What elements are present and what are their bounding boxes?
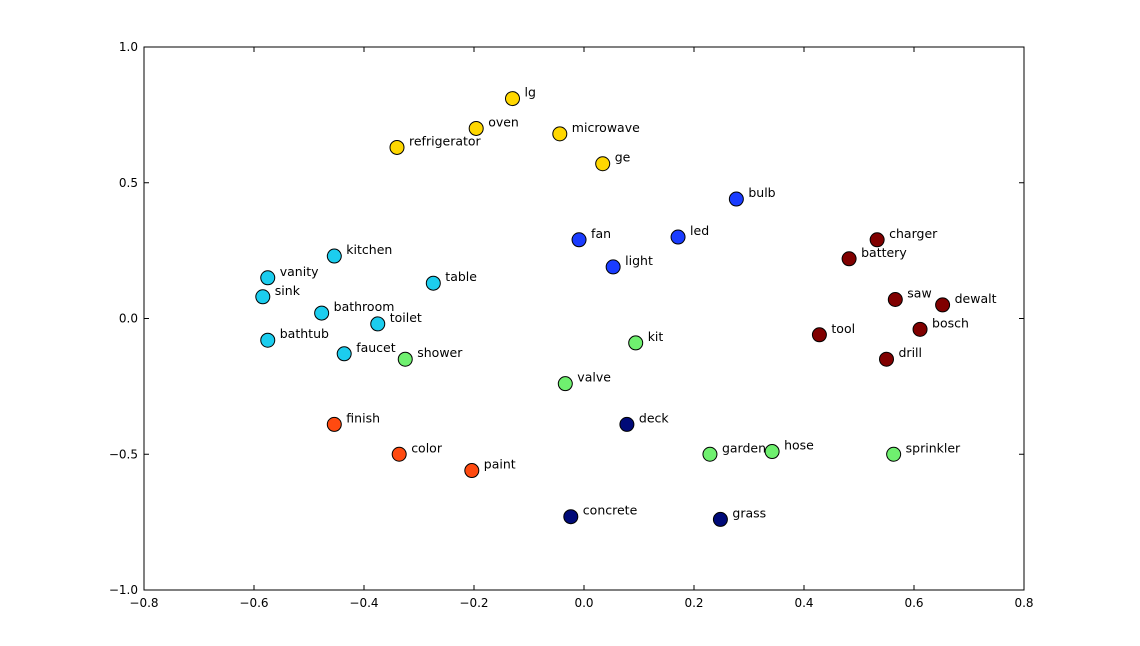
data-label-sink: sink [275,283,301,298]
data-label-shower: shower [417,345,463,360]
data-label-ge: ge [615,150,631,165]
data-label-fan: fan [591,226,611,241]
data-label-garden: garden [722,440,766,455]
data-point-garden [702,446,718,462]
data-point-ge [595,156,611,172]
data-point-sprinkler [886,446,902,462]
data-point-finish [326,416,342,432]
data-point-faucet [336,346,352,362]
data-label-battery: battery [861,245,907,260]
data-label-faucet: faucet [356,340,396,355]
y-tick-label: 0.0 [119,312,138,326]
data-point-toilet [370,316,386,332]
data-label-dewalt: dewalt [955,291,997,306]
data-label-grass: grass [732,505,766,520]
x-axis-ticks: −0.8 −0.6 −0.4 −0.2 0.0 0.2 0.4 0.6 0.8 [129,47,1034,610]
data-point-led [670,229,686,245]
data-point-vanity [260,270,276,286]
data-point-sink [255,289,271,305]
data-point-shower [397,351,413,367]
data-label-paint: paint [484,457,516,472]
data-point-charger [869,232,885,248]
y-tick-label: 1.0 [119,40,138,54]
data-point-kit [628,335,644,351]
data-label-vanity: vanity [280,264,319,279]
x-tick-label: −0.4 [349,596,378,610]
data-label-bosch: bosch [932,315,969,330]
data-label-toilet: toilet [390,310,422,325]
data-label-led: led [690,223,709,238]
data-label-bulb: bulb [748,185,775,200]
data-point-light [605,259,621,275]
data-point-color [391,446,407,462]
data-point-drill [879,351,894,367]
data-label-light: light [625,253,653,268]
data-point-kitchen [326,248,342,264]
data-point-bosch [912,321,928,337]
data-point-fan [571,232,587,248]
y-tick-label: −1.0 [109,583,138,597]
data-label-table: table [445,269,477,284]
data-point-grass [712,511,728,527]
data-label-refrigerator: refrigerator [409,133,482,148]
y-axis-ticks: −1.0 −0.5 0.0 0.5 1.0 [109,40,1024,597]
data-label-finish: finish [346,410,380,425]
x-tick-label: −0.8 [129,596,158,610]
data-label-saw: saw [907,285,931,300]
x-tick-label: −0.2 [459,596,488,610]
data-point-saw [887,291,903,307]
data-label-color: color [411,440,443,455]
data-label-oven: oven [488,114,519,129]
data-point-hose [764,444,780,460]
data-label-kitchen: kitchen [346,242,392,257]
data-label-hose: hose [784,438,814,453]
data-label-charger: charger [889,226,938,241]
data-point-concrete [563,509,579,525]
x-tick-label: 0.8 [1014,596,1033,610]
x-tick-label: 0.0 [574,596,593,610]
data-point-bathtub [260,332,276,348]
data-label-drill: drill [899,345,923,360]
y-tick-label: −0.5 [109,447,138,461]
data-label-valve: valve [577,370,611,385]
y-tick-label: 0.5 [119,176,138,190]
data-point-lg [505,91,520,107]
data-point-table [425,275,441,291]
data-point-refrigerator [389,139,405,155]
x-tick-label: 0.2 [684,596,703,610]
x-tick-label: 0.6 [904,596,923,610]
data-label-sprinkler: sprinkler [906,440,961,455]
data-point-deck [619,416,635,432]
data-point-battery [841,251,857,267]
data-point-valve [557,376,573,392]
data-point-dewalt [935,297,951,313]
data-point-oven [468,120,484,136]
data-label-tool: tool [831,321,855,336]
data-label-lg: lg [525,85,536,100]
data-points [255,91,951,527]
data-label-kit: kit [648,329,664,344]
data-point-microwave [552,126,568,142]
x-tick-label: 0.4 [794,596,813,610]
data-label-deck: deck [639,410,669,425]
data-point-bathroom [314,305,330,321]
data-point-bulb [728,191,744,207]
data-label-bathroom: bathroom [334,299,395,314]
data-label-bathtub: bathtub [280,326,329,341]
x-tick-label: −0.6 [239,596,268,610]
data-label-concrete: concrete [583,503,638,518]
data-point-paint [464,463,480,479]
data-point-tool [811,327,827,343]
data-label-microwave: microwave [572,120,640,135]
plot-area [143,46,1025,591]
